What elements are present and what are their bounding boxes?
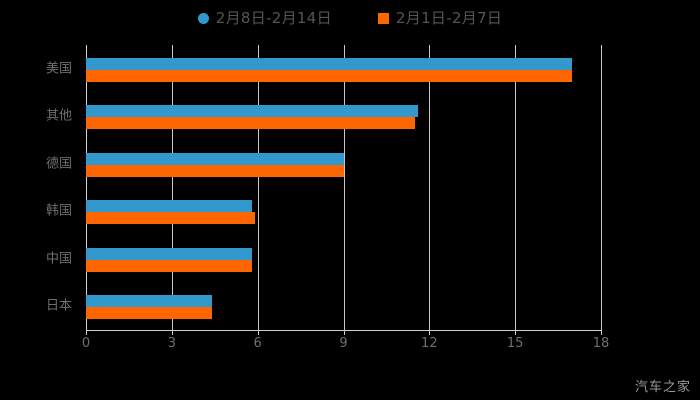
bar-中国-series1[interactable] [86,247,252,260]
bar-德国-series2[interactable] [86,164,344,177]
chart-legend: 2月8日-2月14日 2月1日-2月7日 [0,0,700,36]
bar-韩国-series1[interactable] [86,200,252,213]
bar-美国-series1[interactable] [86,57,573,70]
gridline-3 [171,45,173,330]
x-axis-label-18: 18 [592,336,610,351]
y-axis-line [86,45,87,330]
y-axis-label-日本: 日本 [45,298,72,314]
x-axis-label-0: 0 [81,336,91,351]
gridline-6 [257,45,259,330]
gridline-18 [601,45,602,330]
legend-item-orange[interactable]: 2月1日-2月7日 [377,8,503,27]
watermark: 汽车之家 [634,380,691,395]
y-axis-label-中国: 中国 [45,251,72,267]
x-axis-label-6: 6 [253,336,262,351]
x-tick-15 [515,330,517,335]
x-tick-6 [257,330,259,335]
legend-item-blue[interactable]: 2月8日-2月14日 [197,8,332,27]
gridline-12 [429,45,431,330]
y-axis-label-韩国: 韩国 [45,203,72,219]
bar-德国-series1[interactable] [86,152,344,165]
bar-日本-series1[interactable] [86,295,212,308]
y-axis-label-德国: 德国 [45,156,72,172]
legend-label-blue: 2月8日-2月14日 [215,8,332,27]
y-axis-label-美国: 美国 [45,61,72,77]
gridline-15 [515,45,517,330]
y-axis-label-其他: 其他 [45,108,72,124]
x-tick-3 [171,330,173,335]
x-tick-0 [86,330,87,335]
gridline-9 [343,45,345,330]
plot-area: 0 3 6 9 12 15 18 美国其他德国韩国中国日本 [46,45,609,350]
bar-美国-series2[interactable] [86,69,573,82]
x-tick-18 [601,330,602,335]
x-tick-9 [343,330,345,335]
bar-日本-series2[interactable] [86,307,212,320]
legend-square-icon [377,12,389,24]
legend-dot-icon [197,12,209,24]
x-axis-label-12: 12 [421,336,438,351]
x-axis-label-3: 3 [167,336,176,351]
legend-label-orange: 2月1日-2月7日 [395,8,503,27]
x-axis-label-15: 15 [506,336,524,351]
bar-其他-series2[interactable] [86,117,416,130]
bar-韩国-series2[interactable] [86,212,255,225]
x-tick-12 [429,330,431,335]
bar-中国-series2[interactable] [86,259,252,272]
x-axis-label-9: 9 [339,336,348,351]
bar-其他-series1[interactable] [86,105,418,118]
